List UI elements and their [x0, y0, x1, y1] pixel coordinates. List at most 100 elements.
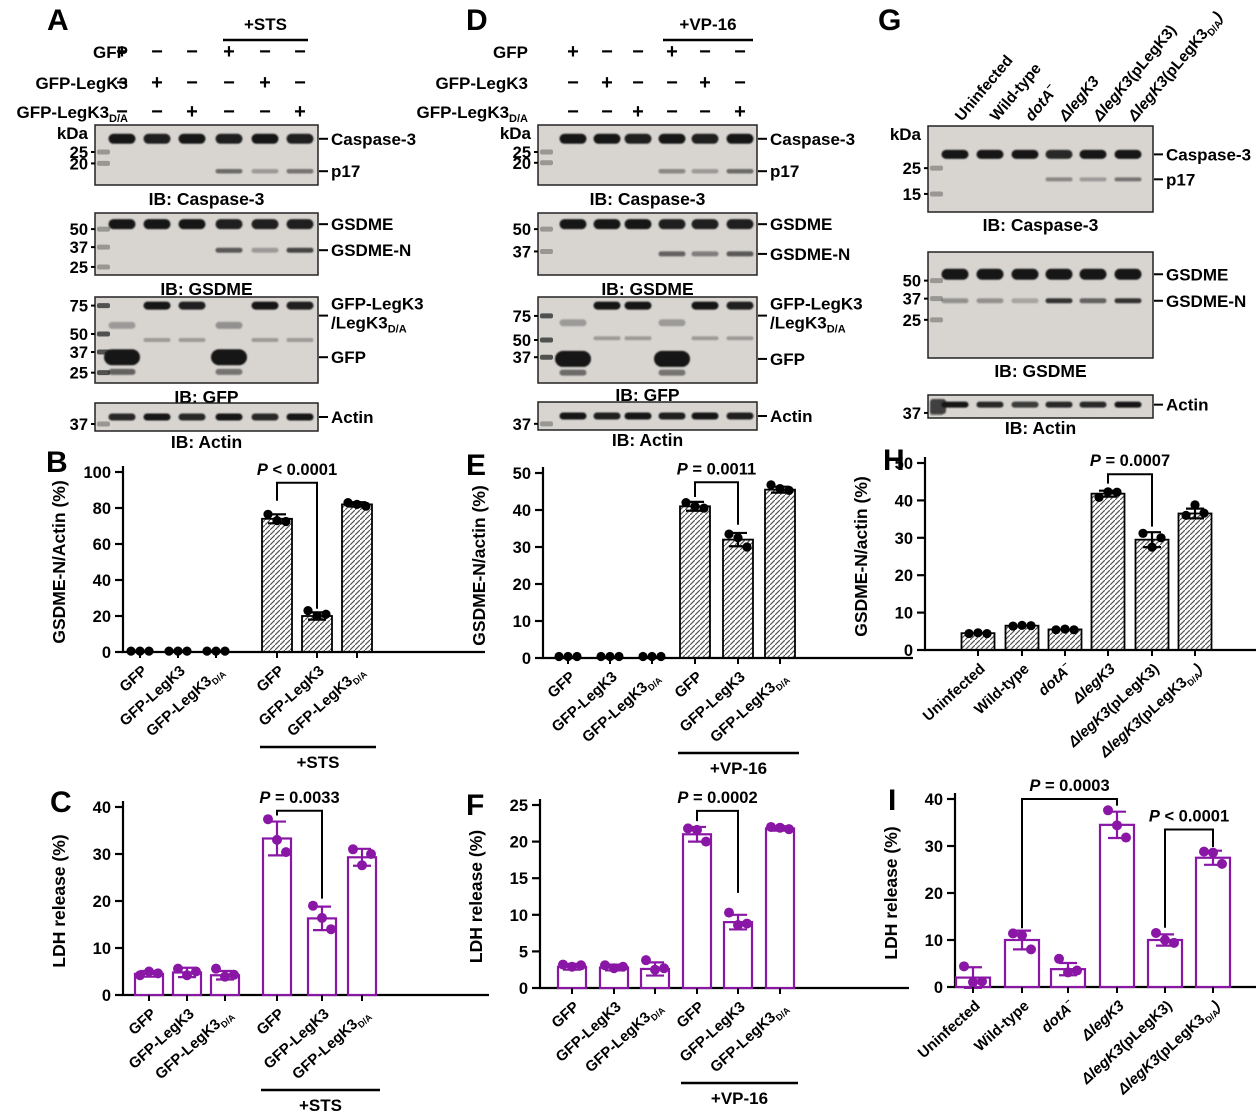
- protein-band: [559, 369, 587, 376]
- protein-band: [108, 321, 136, 329]
- data-point: [1008, 621, 1018, 631]
- p-value-label: P = 0.0033: [259, 789, 339, 807]
- protein-band: [658, 369, 686, 376]
- molecular-weight-marker: 37: [513, 243, 531, 261]
- category-label: Uninfected: [915, 997, 984, 1062]
- category-label: GFP: [671, 668, 705, 701]
- protein-band: [691, 336, 719, 341]
- p-value-label: P < 0.0001: [257, 461, 337, 479]
- molecular-weight-marker: 37: [70, 416, 88, 434]
- protein-band: [143, 338, 171, 342]
- data-point: [361, 501, 371, 511]
- y-tick-label: 40: [925, 791, 943, 809]
- protein-band: [593, 301, 621, 310]
- molecular-weight-marker: 20: [70, 155, 88, 173]
- category-label: Wild-type: [971, 997, 1032, 1055]
- lane-symbol: −: [632, 72, 644, 94]
- lane-symbol: −: [294, 72, 306, 94]
- ladder-band: [97, 149, 110, 155]
- treatment-label: +STS: [244, 15, 287, 34]
- protein-band: [286, 338, 314, 342]
- lane-symbol: −: [259, 41, 271, 63]
- lane-symbol: +: [259, 72, 271, 94]
- band-label: Caspase-3: [770, 130, 855, 149]
- data-point: [182, 970, 192, 981]
- data-point: [317, 912, 327, 923]
- y-tick-label: 0: [102, 987, 111, 1005]
- data-point: [1138, 528, 1148, 538]
- data-point: [742, 918, 752, 929]
- protein-band: [941, 149, 969, 159]
- protein-band: [286, 133, 314, 144]
- protein-band: [726, 412, 754, 420]
- data-point: [572, 651, 582, 662]
- data-point: [638, 651, 648, 662]
- y-tick-label: 40: [895, 492, 913, 510]
- data-point: [554, 651, 564, 662]
- data-point: [784, 824, 794, 835]
- protein-band: [593, 133, 621, 144]
- lane-row-label: GFP-LegK3: [435, 74, 528, 93]
- protein-band: [108, 133, 136, 144]
- protein-band: [178, 301, 206, 310]
- data-point: [959, 961, 969, 972]
- molecular-weight-marker: 25: [903, 312, 921, 330]
- data-point: [126, 646, 136, 656]
- data-point: [263, 509, 273, 519]
- category-label: GFP: [253, 662, 287, 695]
- ib-label: IB: GSDME: [601, 279, 693, 299]
- ladder-band: [930, 191, 943, 197]
- ib-label: IB: GSDME: [994, 361, 1086, 381]
- protein-band: [555, 350, 591, 367]
- protein-band: [178, 338, 206, 342]
- data-point: [641, 955, 651, 966]
- y-tick-label: 20: [93, 608, 111, 626]
- data-point: [1060, 624, 1070, 634]
- protein-band: [654, 350, 690, 367]
- y-tick-label: 30: [93, 846, 111, 864]
- panel-label-c: C: [50, 786, 72, 819]
- y-tick-label: 30: [513, 539, 531, 557]
- molecular-weight-marker: 15: [903, 186, 921, 204]
- significance-bracket: [694, 481, 739, 525]
- protein-band: [215, 413, 243, 421]
- protein-band: [726, 336, 754, 341]
- protein-band: [286, 168, 314, 174]
- protein-band: [658, 319, 686, 327]
- data-point: [724, 529, 734, 539]
- ladder-band: [540, 337, 553, 343]
- lane-symbol: −: [699, 101, 711, 123]
- data-point: [775, 483, 785, 494]
- protein-band: [215, 168, 243, 174]
- panel-label-h: H: [883, 444, 905, 477]
- protein-band: [593, 412, 621, 420]
- lane-row-label: GFP-LegK3D/A: [416, 103, 528, 125]
- lane-symbol: −: [294, 41, 306, 63]
- data-point: [357, 860, 367, 871]
- lane-symbol: −: [151, 41, 163, 63]
- y-tick-label: 0: [522, 650, 531, 668]
- data-point: [1199, 508, 1209, 518]
- lane-row-label: GFP-LegK3D/A: [16, 103, 128, 125]
- protein-band: [1011, 401, 1039, 408]
- y-tick-label: 10: [513, 613, 531, 631]
- lane-symbol: −: [151, 101, 163, 123]
- panel-i-chart: 0 10 20 30 40 LDH release (%) UninfectedWild-t…: [881, 777, 1256, 1099]
- data-point: [348, 844, 358, 855]
- protein-band: [559, 319, 587, 327]
- protein-band: [104, 349, 140, 366]
- protein-band: [143, 301, 171, 310]
- data-point: [982, 628, 992, 639]
- data-point: [229, 969, 239, 980]
- y-tick-label: 0: [904, 642, 913, 660]
- data-point: [1217, 858, 1227, 869]
- category-label: GFP: [253, 1005, 287, 1038]
- data-point: [614, 651, 624, 662]
- p-value-label: P < 0.0001: [1149, 808, 1229, 826]
- data-point: [1017, 620, 1027, 630]
